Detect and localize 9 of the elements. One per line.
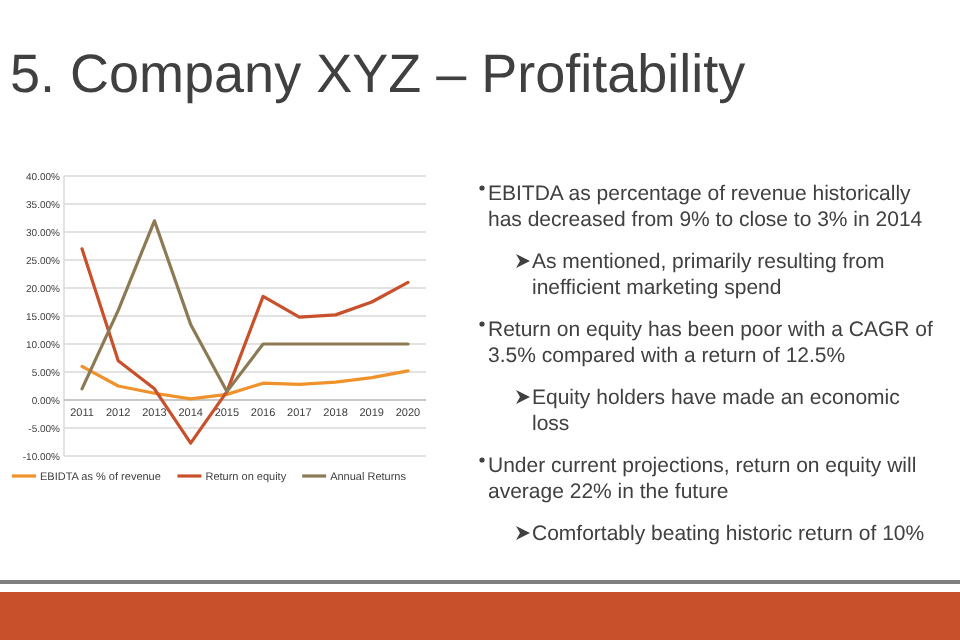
- line-series: [80, 219, 410, 394]
- text: Return on equity has been poor with a CAGR of 3.5% compared with a return of 12.5%: [488, 318, 933, 368]
- text: As mentioned, primarily resulting from inefficient marketing spend: [532, 250, 885, 300]
- line-series: [80, 364, 410, 401]
- text: Under current projections, return on equity will average 22% in the future: [488, 454, 917, 504]
- text: Comfortably beating historic return of 10%: [532, 522, 925, 546]
- text: Equity holders have made an economic loss: [532, 386, 900, 436]
- text: EBITDA as percentage of revenue historically has decreased from 9% to close to 3% in 2014: [488, 182, 923, 232]
- chart-title: 5. Company XYZ – Profitability: [10, 44, 747, 104]
